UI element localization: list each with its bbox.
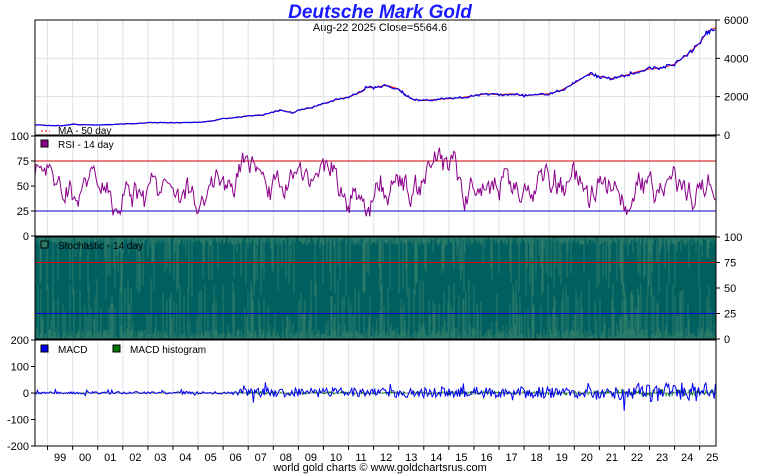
- rsi-ytick-label-4: 100: [11, 131, 29, 143]
- rsi-ytick-label-1: 25: [17, 206, 29, 218]
- macd-ytick-label-4: 200: [11, 335, 29, 347]
- xtick-label-18: 17: [505, 452, 517, 464]
- xtick-label-23: 22: [631, 452, 643, 464]
- macd-legend-swatch: [40, 344, 49, 353]
- xtick-label-4: 03: [154, 452, 166, 464]
- xtick-label-14: 13: [405, 452, 417, 464]
- rsi-line: [34, 147, 716, 217]
- xtick-label-19: 18: [531, 452, 543, 464]
- xtick-label-26: 25: [706, 452, 718, 464]
- macd-legend-label: MACD: [58, 345, 87, 356]
- xtick-label-8: 07: [255, 452, 267, 464]
- price-ytick-label-3: 6000: [724, 15, 748, 27]
- macd-ytick-label-3: 100: [11, 362, 29, 374]
- xtick-label-7: 06: [230, 452, 242, 464]
- macd-ytick-label-0: -200: [7, 441, 29, 453]
- macd-ytick-label-1: -100: [7, 415, 29, 427]
- xtick-label-20: 19: [556, 452, 568, 464]
- xtick-label-1: 00: [79, 452, 91, 464]
- rsi-ytick-label-2: 50: [17, 181, 29, 193]
- price-panel-frame: [34, 19, 717, 136]
- price-ma-line: [34, 27, 717, 127]
- xtick-label-21: 20: [581, 452, 593, 464]
- price-ytick-label-0: 0: [724, 130, 730, 142]
- price-ytick-label-2: 4000: [724, 53, 748, 65]
- xtick-label-0: 99: [54, 452, 66, 464]
- xtick-label-24: 23: [656, 452, 668, 464]
- xtick-label-11: 10: [330, 452, 342, 464]
- macd-ytick-label-2: 0: [23, 388, 29, 400]
- macd-line: [34, 381, 716, 411]
- xtick-label-16: 15: [455, 452, 467, 464]
- xtick-label-25: 24: [681, 452, 693, 464]
- stoch-ytick-label-0: 0: [724, 334, 730, 346]
- xtick-label-13: 12: [380, 452, 392, 464]
- macd-hist-legend-swatch: [112, 344, 121, 353]
- xtick-label-22: 21: [606, 452, 618, 464]
- xtick-label-6: 05: [204, 452, 216, 464]
- stoch-ytick-label-2: 50: [724, 283, 736, 295]
- xtick-label-15: 14: [430, 452, 442, 464]
- chart-title: Deutsche Mark Gold: [288, 2, 472, 23]
- rsi-ytick-label-0: 0: [23, 231, 29, 243]
- rsi-ytick-label-3: 75: [17, 156, 29, 168]
- xtick-label-12: 11: [355, 452, 366, 464]
- rsi-legend-swatch: [40, 139, 49, 148]
- price-ytick-label-1: 2000: [724, 92, 748, 104]
- stoch-ytick-label-1: 25: [724, 309, 736, 321]
- xtick-label-9: 08: [280, 452, 292, 464]
- price-legend-label: MA - 50 day: [58, 126, 111, 137]
- xtick-label-2: 01: [104, 452, 116, 464]
- stoch-ytick-label-3: 75: [724, 258, 736, 270]
- chart-subtitle: Aug-22 2025 Close=5564.6: [312, 22, 448, 34]
- stoch-legend-label: Stochastic - 14 day: [58, 241, 143, 252]
- xtick-label-17: 16: [480, 452, 492, 464]
- stoch-ytick-label-4: 100: [724, 232, 742, 244]
- xtick-label-3: 02: [129, 452, 141, 464]
- xtick-label-5: 04: [179, 452, 191, 464]
- xtick-label-10: 09: [305, 452, 317, 464]
- rsi-legend-label: RSI - 14 day: [58, 140, 114, 151]
- macd-hist-legend-label: MACD histogram: [130, 345, 206, 356]
- stoch-legend-swatch: [40, 240, 49, 249]
- price-line: [34, 28, 716, 127]
- chart-credit: world gold charts © www.goldchartsrus.co…: [273, 462, 487, 474]
